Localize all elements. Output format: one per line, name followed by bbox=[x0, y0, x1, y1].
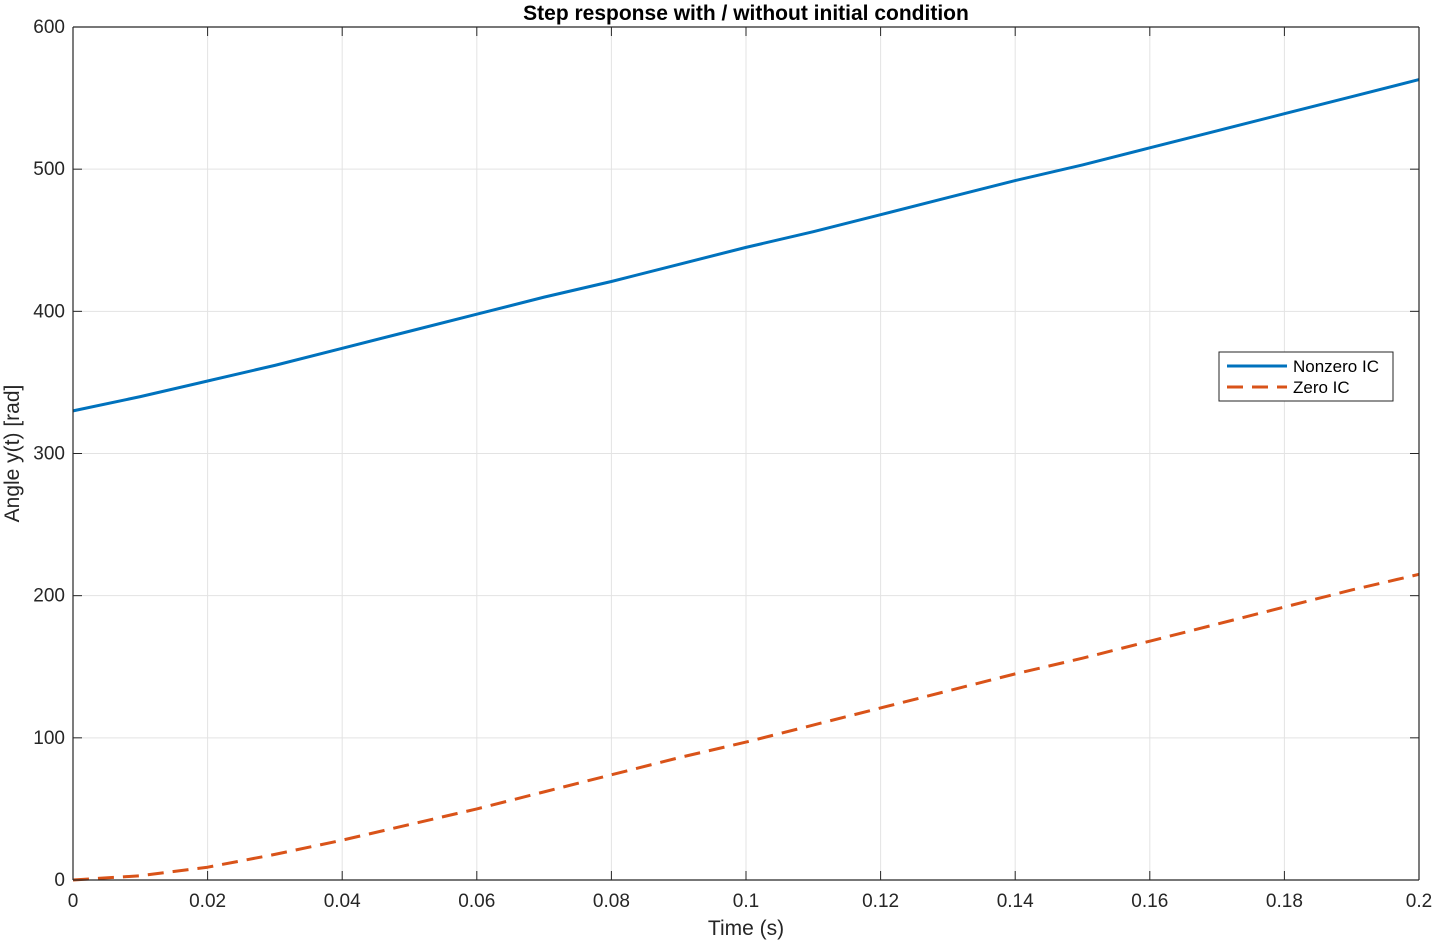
x-tick-label: 0 bbox=[68, 891, 79, 912]
x-tick-label: 0.04 bbox=[324, 891, 361, 912]
legend-label-2: Zero IC bbox=[1293, 378, 1350, 397]
y-tick-label: 400 bbox=[33, 301, 65, 322]
x-tick-label: 0.18 bbox=[1266, 891, 1303, 912]
y-tick-label: 500 bbox=[33, 159, 65, 180]
y-tick-label: 200 bbox=[33, 586, 65, 607]
y-tick-label: 100 bbox=[33, 728, 65, 749]
series-line-2 bbox=[72, 572, 1420, 882]
y-axis-label: Angle y(t) [rad] bbox=[1, 385, 24, 523]
x-tick-label: 0.02 bbox=[189, 891, 226, 912]
x-tick-label: 0.06 bbox=[458, 891, 495, 912]
x-tick-label: 0.16 bbox=[1131, 891, 1168, 912]
x-tick-label: 0.2 bbox=[1406, 891, 1432, 912]
x-tick-label: 0.14 bbox=[997, 891, 1034, 912]
x-axis-label: Time (s) bbox=[708, 917, 784, 940]
y-tick-label: 0 bbox=[54, 870, 65, 891]
series-line-1 bbox=[72, 78, 1420, 413]
axes bbox=[72, 26, 1420, 881]
legend: Nonzero IC Zero IC bbox=[1218, 351, 1394, 402]
legend-box bbox=[1218, 351, 1394, 402]
tick-labels: 0 0.02 0.04 0.06 0.08 0.1 0.12 0.14 0.16 0.18 0.2 0… bbox=[33, 17, 1432, 912]
x-tick-label: 0.1 bbox=[733, 891, 759, 912]
legend-label-1: Nonzero IC bbox=[1293, 357, 1379, 376]
y-tick-label: 300 bbox=[33, 444, 65, 465]
x-tick-label: 0.12 bbox=[862, 891, 899, 912]
y-tick-label: 600 bbox=[33, 17, 65, 38]
chart-title: Step response with / without initial con… bbox=[523, 2, 969, 25]
series-layer bbox=[72, 78, 1420, 882]
x-tick-label: 0.08 bbox=[593, 891, 630, 912]
grid bbox=[73, 27, 1419, 880]
